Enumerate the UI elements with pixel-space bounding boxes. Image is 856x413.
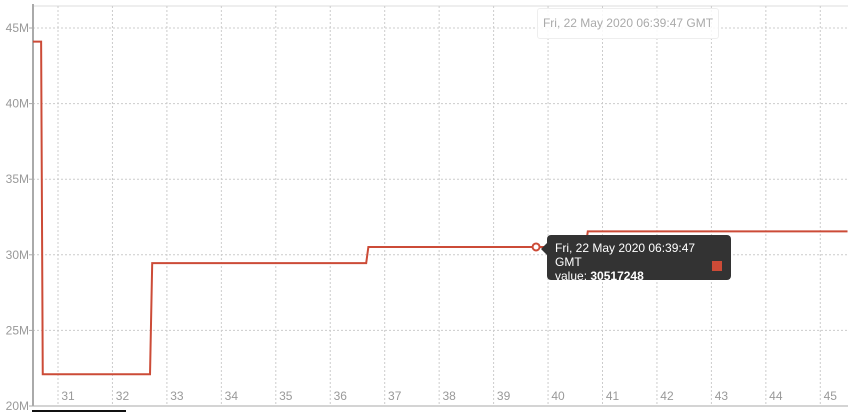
x-tick-label: 40 <box>551 389 565 403</box>
tooltip-value: 30517248 <box>590 269 644 283</box>
x-tick-label: 34 <box>225 389 239 403</box>
x-tick-label: 35 <box>279 389 293 403</box>
tooltip-date: Fri, 22 May 2020 06:39:47 GMT <box>555 241 696 269</box>
hover-time-label: Fri, 22 May 2020 06:39:47 GMT <box>537 8 719 39</box>
x-tick-label: 33 <box>170 389 184 403</box>
x-tick-label: 36 <box>334 389 348 403</box>
y-tick-label: 20M <box>6 399 29 413</box>
series-line <box>32 40 848 376</box>
y-tick-label: 40M <box>6 97 29 111</box>
y-tick-label: 35M <box>6 172 29 186</box>
x-tick-label: 41 <box>606 389 620 403</box>
tooltip: Fri, 22 May 2020 06:39:47 GMT value: 305… <box>541 235 731 283</box>
highlight-point <box>531 242 541 252</box>
x-tick-label: 32 <box>116 389 130 403</box>
y-tick-label: 45M <box>6 21 29 35</box>
scrollbar[interactable] <box>32 410 126 412</box>
x-tick-label: 38 <box>442 389 456 403</box>
tooltip-value-row: value: 30517248 <box>555 269 723 283</box>
y-tick-label: 30M <box>6 248 29 262</box>
y-tick-label: 25M <box>6 323 29 337</box>
x-tick-label: 43 <box>715 389 729 403</box>
x-tick-label: 45 <box>824 389 838 403</box>
x-tick-label: 31 <box>61 389 75 403</box>
x-tick-label: 37 <box>388 389 402 403</box>
tooltip-value-label: value: <box>555 269 588 283</box>
x-tick-label: 44 <box>769 389 783 403</box>
x-tick-label: 39 <box>497 389 511 403</box>
x-tick-label: 42 <box>660 389 674 403</box>
series-color-swatch <box>712 261 722 271</box>
